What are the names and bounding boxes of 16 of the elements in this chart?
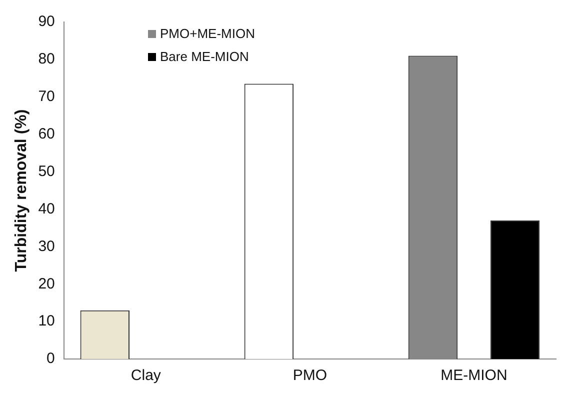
legend-label: Bare ME-MION — [160, 49, 249, 64]
x-tick-label: PMO — [292, 367, 328, 384]
y-tick-label: 90 — [38, 13, 55, 30]
y-tick-label: 60 — [38, 125, 55, 142]
y-tick-label: 50 — [38, 162, 55, 180]
y-tick-label: 10 — [38, 312, 55, 330]
y-axis-title: Turbidity removal (%) — [13, 109, 30, 272]
y-tick-label: 70 — [38, 88, 55, 106]
y-tick-label: 30 — [38, 238, 55, 255]
legend-label: PMO+ME-MION — [160, 26, 255, 41]
y-tick-label: 40 — [38, 200, 55, 218]
y-tick-label: 80 — [38, 50, 55, 68]
x-tick-label: ME-MION — [440, 367, 508, 384]
y-tick-label: 0 — [46, 350, 55, 368]
y-tick-label: 20 — [38, 275, 55, 292]
x-tick-label: Clay — [130, 367, 162, 384]
